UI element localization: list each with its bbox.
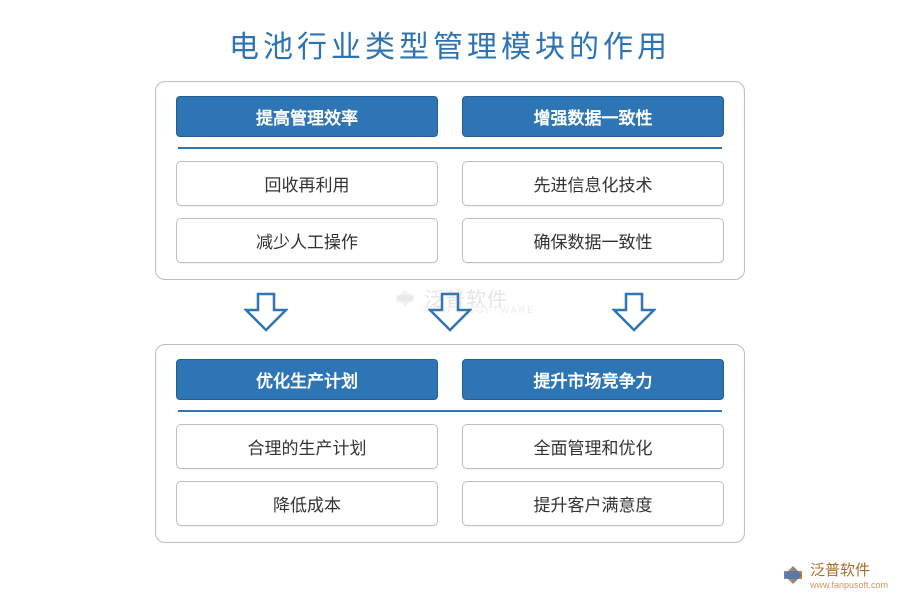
page-title: 电池行业类型管理模块的作用 <box>0 0 900 81</box>
down-arrow-icon <box>428 292 472 332</box>
bottom-divider <box>178 410 722 412</box>
corner-watermark: 泛普软件 www.fanpusoft.com <box>781 559 888 590</box>
top-divider <box>178 147 722 149</box>
corner-logo-icon <box>781 563 805 587</box>
item-recycle: 回收再利用 <box>176 161 438 206</box>
item-production-plan: 合理的生产计划 <box>176 424 438 469</box>
header-efficiency: 提高管理效率 <box>176 96 438 137</box>
item-advanced-it: 先进信息化技术 <box>462 161 724 206</box>
top-panel: 提高管理效率 增强数据一致性 回收再利用 减少人工操作 先进信息化技术 确保数据… <box>155 81 745 280</box>
bottom-right-col: 提升市场竞争力 <box>462 359 724 400</box>
item-ensure-consistency: 确保数据一致性 <box>462 218 724 263</box>
item-customer-satisfaction: 提升客户满意度 <box>462 481 724 526</box>
top-right-col: 增强数据一致性 <box>462 96 724 137</box>
top-left-col: 提高管理效率 <box>176 96 438 137</box>
header-production: 优化生产计划 <box>176 359 438 400</box>
item-reduce-manual: 减少人工操作 <box>176 218 438 263</box>
item-full-management: 全面管理和优化 <box>462 424 724 469</box>
watermark-url: www.fanpusoft.com <box>810 580 888 590</box>
header-competitiveness: 提升市场竞争力 <box>462 359 724 400</box>
down-arrow-icon <box>244 292 288 332</box>
item-reduce-cost: 降低成本 <box>176 481 438 526</box>
down-arrow-icon <box>612 292 656 332</box>
header-consistency: 增强数据一致性 <box>462 96 724 137</box>
bottom-left-col: 优化生产计划 <box>176 359 438 400</box>
bottom-panel: 优化生产计划 提升市场竞争力 合理的生产计划 降低成本 全面管理和优化 提升客户… <box>155 344 745 543</box>
arrow-row <box>0 292 900 332</box>
watermark-text: 泛普软件 <box>810 559 888 580</box>
